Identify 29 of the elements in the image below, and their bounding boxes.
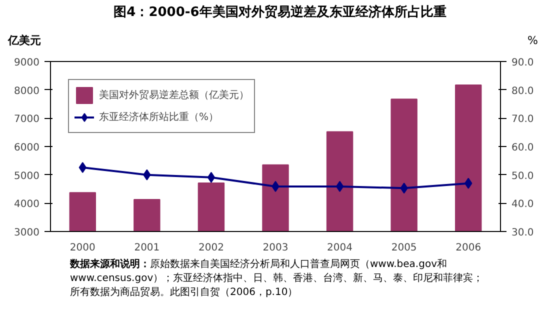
y-tick-label: 7000: [14, 114, 40, 126]
y-tick-label: 4000: [14, 199, 40, 210]
y2-tick-label: 50.0: [512, 171, 534, 182]
x-tick-label: 2000: [70, 242, 96, 254]
y-tick-label: 6000: [14, 142, 40, 154]
x-tick-label: 2002: [198, 242, 224, 254]
x-tick-label: 2004: [327, 242, 353, 254]
y2-tick-label: 60.0: [512, 142, 534, 154]
y2-tick-label: 80.0: [512, 86, 534, 98]
y2-tick-label: 30.0: [512, 228, 534, 239]
x-tick-label: 2003: [262, 242, 288, 254]
y2-tick-label: 70.0: [512, 114, 534, 126]
y2-axis-title: %: [528, 32, 538, 48]
y-tick-label: 8000: [14, 86, 40, 98]
y-tick-label: 5000: [14, 171, 40, 182]
text: 数据来源和说明：: [70, 259, 150, 270]
legend-label: 东亚经济体所站比重（%）: [99, 110, 219, 124]
y-tick-label: 9000: [14, 58, 40, 69]
point: [207, 172, 216, 184]
y-tick-label: 3000: [14, 228, 40, 239]
x-tick-label: 2006: [456, 242, 482, 254]
point: [336, 181, 344, 192]
y2-tick-label: 90.0: [512, 58, 534, 69]
x-tick-label: 2001: [134, 242, 160, 254]
x-tick-label: 2005: [391, 242, 417, 254]
legend-label: 美国对外贸易逆差总额（亿美元）: [99, 88, 249, 102]
y2-tick-label: 40.0: [512, 199, 534, 210]
chart-title: 图4：2000-6年美国对外贸易逆差及东亚经济体所占比重: [114, 4, 446, 22]
y-axis-title: 亿美元: [8, 32, 41, 48]
